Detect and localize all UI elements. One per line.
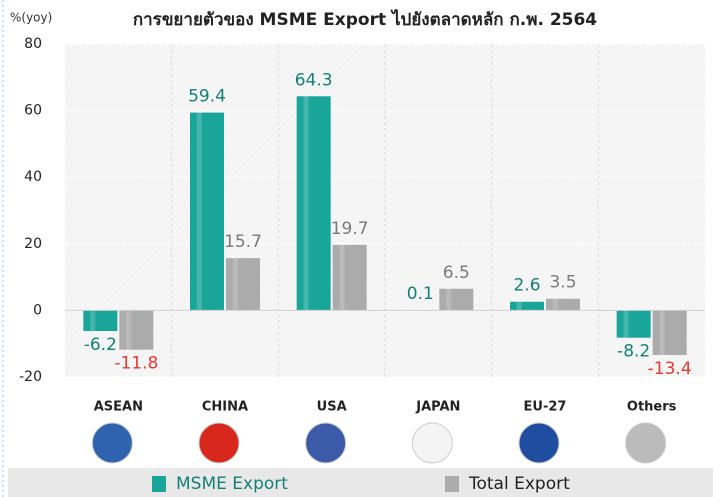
value-label: 2.6 — [513, 276, 540, 296]
bar-highlight — [552, 298, 558, 311]
bar-highlight — [446, 288, 452, 311]
x-tick-label: EU-27 — [524, 400, 567, 415]
y-axis-label: %(yoy) — [10, 11, 52, 25]
x-tick-label: CHINA — [202, 400, 248, 415]
bar — [510, 301, 544, 311]
value-label: -6.2 — [84, 335, 117, 355]
bar — [83, 310, 118, 332]
bar — [332, 244, 367, 311]
bar — [296, 96, 331, 311]
bar-highlight — [303, 96, 309, 311]
legend-label: MSME Export — [176, 474, 288, 494]
bar-highlight — [516, 301, 522, 311]
flag-icon — [198, 422, 240, 464]
chart-title: การขยายตัวของ MSME Export ไปยังตลาดหลัก … — [133, 9, 597, 30]
y-tick-label: 20 — [24, 236, 42, 252]
flag-icon — [411, 422, 453, 464]
y-tick-label: 40 — [24, 169, 42, 185]
x-tick-label: Others — [627, 400, 677, 415]
flag-icon — [625, 422, 667, 464]
value-label: -11.8 — [114, 354, 158, 374]
bar — [226, 258, 260, 311]
bar — [190, 112, 224, 311]
flag-icon — [305, 422, 347, 464]
y-tick-label: 60 — [24, 103, 42, 119]
bar-highlight — [126, 310, 132, 350]
x-tick-label: USA — [317, 400, 347, 415]
bar-highlight — [232, 258, 238, 311]
value-label: 59.4 — [188, 87, 226, 107]
x-tick-label: ASEAN — [94, 400, 143, 415]
y-tick-label: 0 — [33, 302, 42, 318]
bar-highlight — [90, 310, 96, 332]
value-label: -8.2 — [617, 342, 650, 362]
legend-swatch — [152, 476, 166, 492]
bar-highlight — [196, 112, 202, 311]
value-label: -13.4 — [648, 359, 692, 379]
legend-label: Total Export — [468, 474, 570, 494]
x-tick-label: JAPAN — [415, 400, 460, 415]
bar-highlight — [659, 310, 665, 356]
value-label: 15.7 — [224, 232, 262, 252]
bar — [119, 310, 154, 350]
legend-band — [8, 468, 713, 497]
bar — [439, 288, 474, 311]
legend-swatch — [445, 476, 459, 492]
bar — [652, 310, 687, 356]
value-label: 0.1 — [407, 284, 434, 304]
bar-highlight — [623, 310, 629, 338]
flag-icons — [91, 422, 667, 464]
value-label: 19.7 — [331, 219, 369, 239]
bar-highlight — [339, 244, 345, 311]
y-tick-label: 80 — [24, 36, 42, 52]
flag-icon — [518, 422, 560, 464]
y-tick-label: -20 — [19, 369, 42, 385]
value-label: 3.5 — [549, 273, 576, 293]
value-label: 6.5 — [443, 263, 470, 283]
flag-icon — [91, 422, 133, 464]
value-label: 64.3 — [295, 70, 333, 90]
bar — [546, 298, 580, 311]
bar — [616, 310, 651, 338]
